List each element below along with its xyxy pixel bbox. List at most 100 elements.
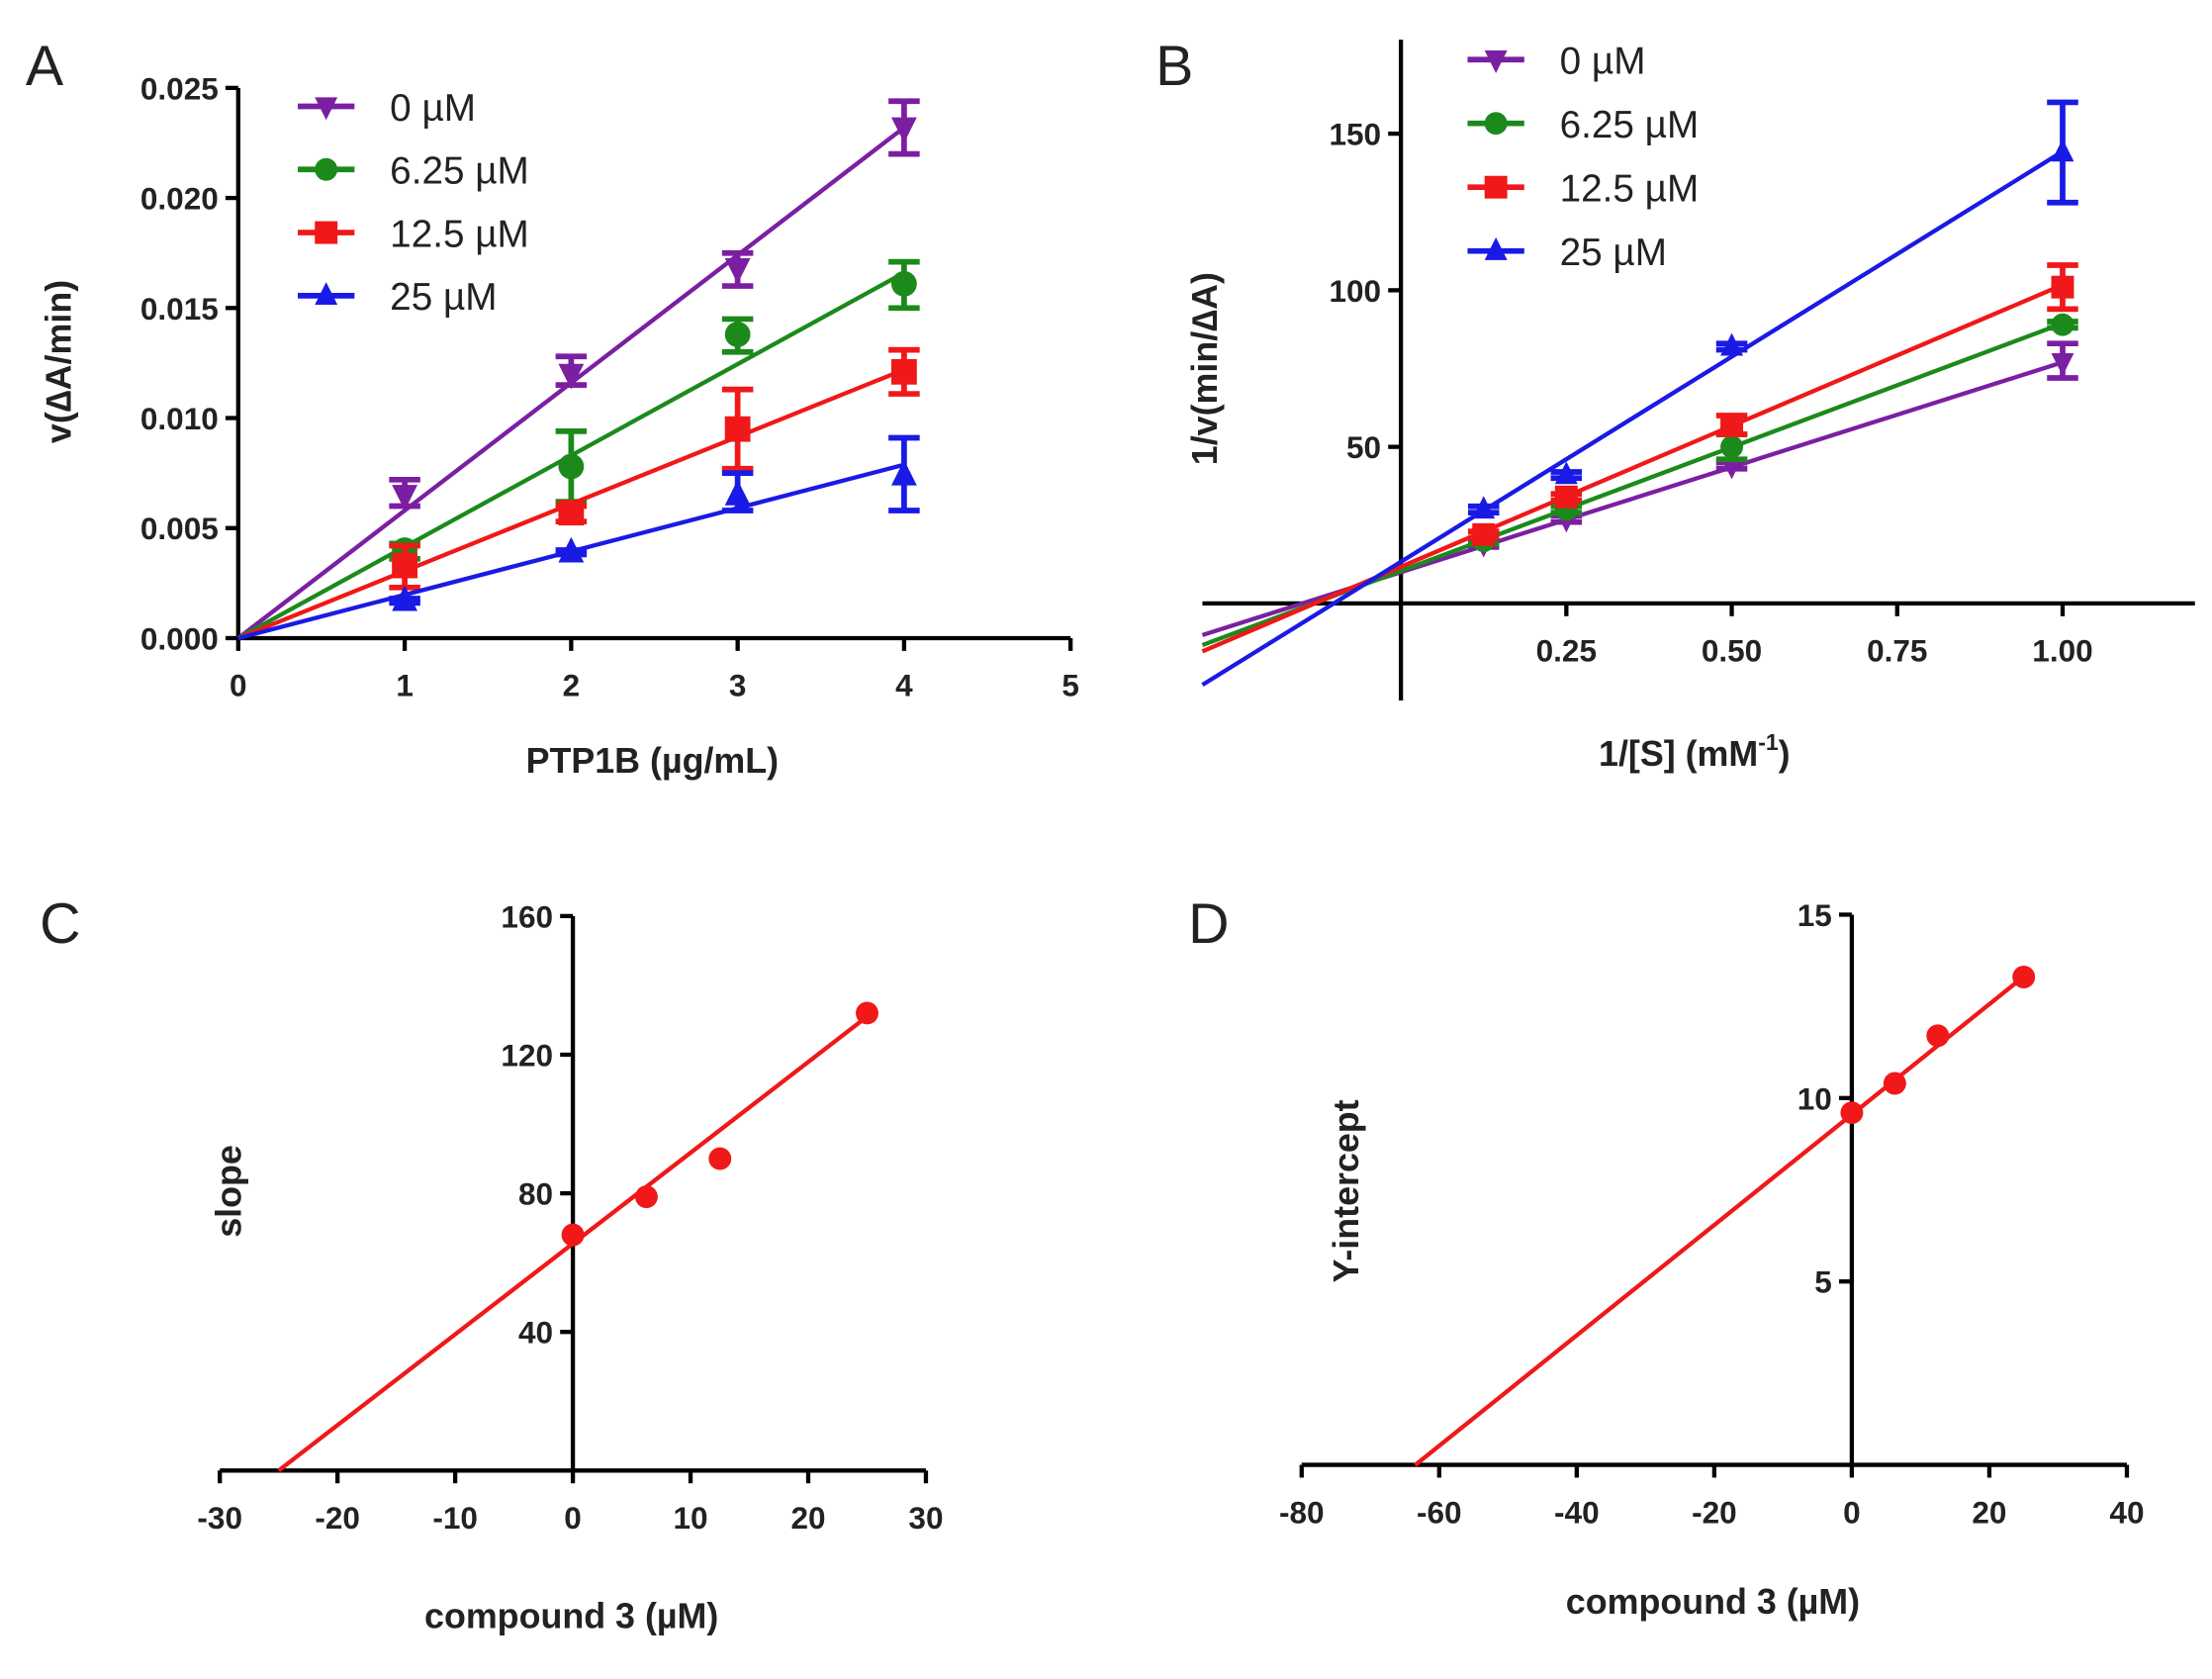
data-point	[2012, 966, 2036, 988]
data-point	[1554, 485, 1578, 509]
panel-label: D	[1188, 892, 1229, 956]
legend-label: 25 µM	[1560, 232, 1667, 274]
data-point	[1472, 496, 1496, 519]
legend-item: 25 µM	[298, 276, 498, 319]
x-tick-label: -30	[197, 1500, 242, 1536]
data-point	[2051, 275, 2074, 299]
fit-line	[1201, 149, 2065, 688]
x-axis-title-close: )	[1779, 734, 1791, 774]
x-tick-label: 0.25	[1536, 633, 1597, 669]
legend-item: 12.5 µM	[298, 213, 529, 255]
data-point	[392, 585, 418, 611]
data-point	[1926, 1024, 1950, 1048]
y-tick-label: 100	[1329, 273, 1381, 309]
data-point	[891, 459, 917, 486]
series-12.5-m	[1201, 262, 2078, 654]
y-tick-label: 10	[1797, 1080, 1832, 1116]
y-tick-label: 15	[1797, 897, 1832, 933]
legend-label: 0 µM	[390, 87, 476, 130]
x-tick-label: 20	[1972, 1494, 2006, 1530]
panel-label: A	[26, 35, 64, 98]
legend-label: 25 µM	[390, 276, 497, 319]
fit-line	[1201, 283, 2064, 654]
y-tick-label: 80	[518, 1176, 553, 1212]
y-tick-label: 120	[501, 1037, 553, 1073]
x-tick-label: 40	[2109, 1494, 2144, 1530]
data-point	[1720, 414, 1744, 436]
legend-marker	[315, 221, 338, 244]
x-axis-title: compound 3 (µM)	[1566, 1582, 1860, 1622]
legend-label: 6.25 µM	[1560, 104, 1700, 146]
legend-label: 12.5 µM	[390, 213, 529, 255]
panel-d: D -80 -60 -40 -20 0 20 40 5 10 15 Y-intercept compou…	[1188, 892, 2144, 1622]
data-point	[634, 1185, 658, 1209]
data-point	[724, 322, 751, 347]
x-tick-label: -80	[1279, 1494, 1325, 1530]
series-slope	[277, 1001, 878, 1473]
data-point	[1840, 1101, 1864, 1125]
x-tick-label: 20	[790, 1500, 825, 1536]
data-point	[724, 479, 751, 506]
fit-line	[1414, 975, 2026, 1467]
legend-item: 0 µM	[298, 87, 476, 130]
x-axis-title-main: 1/[S] (mM	[1599, 734, 1758, 774]
data-point	[856, 1001, 878, 1025]
y-tick-label: 0.000	[140, 620, 219, 656]
x-axis-title: PTP1B (µg/mL)	[526, 741, 780, 781]
data-point	[558, 453, 585, 480]
y-tick-label: 5	[1814, 1264, 1832, 1300]
x-axis-title: 1/[S] (mM-1)	[1599, 729, 1791, 774]
data-point	[891, 358, 917, 385]
panel-c: C -30 -20 -10 0 10 20 30 40 80 120 160 slope compound…	[40, 892, 943, 1635]
legend-item: 0 µM	[1467, 41, 1645, 83]
data-point	[558, 500, 585, 526]
y-tick-label: 150	[1329, 117, 1381, 152]
data-point	[392, 485, 418, 511]
legend-marker	[315, 157, 338, 181]
data-point	[891, 270, 917, 297]
y-tick-label: 0.025	[140, 70, 219, 106]
x-tick-label: 5	[1061, 668, 1079, 703]
y-axis-title: slope	[210, 1145, 249, 1238]
y-axis-title: Y-intercept	[1327, 1099, 1366, 1282]
panel-a: A 0 1 2 3 4 5 0.000 0.005 0.010 0.015 0.020 0.025 v(∆…	[26, 35, 1079, 781]
legend-label: 12.5 µM	[1560, 168, 1700, 211]
data-point	[1720, 332, 1744, 356]
x-axis-title: compound 3 (µM)	[424, 1596, 718, 1635]
series-y-intercept	[1414, 966, 2036, 1467]
legend-marker	[1484, 175, 1508, 199]
x-tick-label: 30	[908, 1500, 943, 1536]
y-tick-label: 0.005	[140, 511, 219, 546]
x-tick-label: -10	[432, 1500, 478, 1536]
x-tick-label: 0.50	[1702, 633, 1762, 669]
legend-label: 6.25 µM	[390, 150, 529, 193]
y-axis-title: v(∆A/min)	[40, 280, 79, 443]
x-tick-label: 0	[1843, 1494, 1861, 1530]
x-tick-label: -20	[315, 1500, 360, 1536]
x-tick-label: 1.00	[2032, 633, 2092, 669]
data-point	[1720, 456, 1744, 480]
x-tick-label: -40	[1554, 1494, 1600, 1530]
data-point	[558, 363, 585, 390]
x-tick-label: 0	[564, 1500, 582, 1536]
legend-marker	[315, 282, 338, 306]
legend-item: 6.25 µM	[1467, 104, 1699, 146]
data-point	[2051, 352, 2074, 376]
data-point	[1720, 435, 1744, 459]
data-point	[724, 416, 751, 442]
y-tick-label: 50	[1346, 429, 1381, 465]
data-point	[392, 552, 418, 579]
x-tick-label: 2	[563, 668, 581, 703]
series-0-m	[236, 98, 920, 640]
series-0-m	[1201, 340, 2078, 637]
legend-marker	[1484, 236, 1508, 260]
panel-label: C	[40, 892, 80, 956]
x-tick-label: 0	[230, 668, 247, 703]
data-point	[891, 117, 917, 143]
legend-label: 0 µM	[1560, 41, 1646, 83]
series-12.5-m	[237, 346, 920, 640]
panel-label: B	[1155, 35, 1193, 98]
legend-marker	[1484, 112, 1508, 136]
y-tick-label: 40	[518, 1315, 553, 1351]
